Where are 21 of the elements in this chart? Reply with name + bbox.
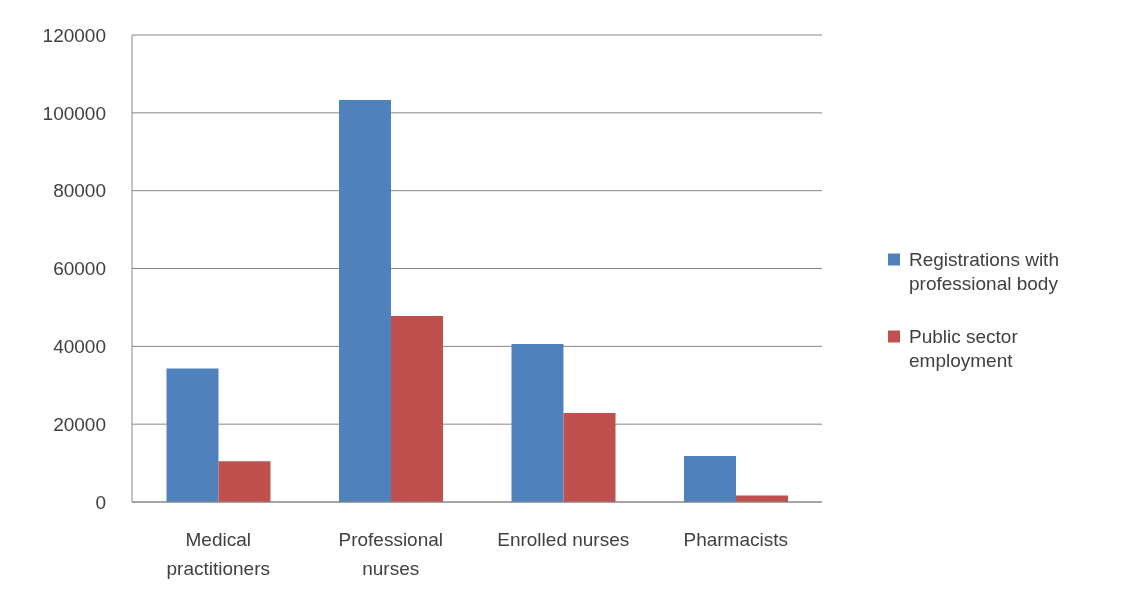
y-tick-label: 100000 xyxy=(42,102,106,124)
y-tick-label: 0 xyxy=(95,491,106,513)
bar xyxy=(339,99,391,502)
bar xyxy=(736,495,788,502)
bar xyxy=(166,368,219,502)
x-tick-label: Medical practitioners xyxy=(166,529,270,579)
y-tick-label: 120000 xyxy=(42,24,106,46)
legend-label: Public sector employment xyxy=(909,324,1019,373)
x-tick-label: Pharmacists xyxy=(683,529,789,550)
x-tick-label: Enrolled nurses xyxy=(497,529,630,550)
y-tick-label: 80000 xyxy=(53,180,106,202)
y-tick-label: 60000 xyxy=(53,258,106,280)
bar xyxy=(218,461,271,502)
y-tick-label: 40000 xyxy=(53,336,106,358)
bar xyxy=(684,456,736,502)
x-tick-label: Professional nurses xyxy=(338,529,444,579)
bar xyxy=(563,412,616,502)
bar xyxy=(511,344,564,502)
bar xyxy=(391,315,443,502)
y-tick-label: 20000 xyxy=(53,413,106,435)
legend-label: Registrations with professional body xyxy=(909,247,1060,296)
